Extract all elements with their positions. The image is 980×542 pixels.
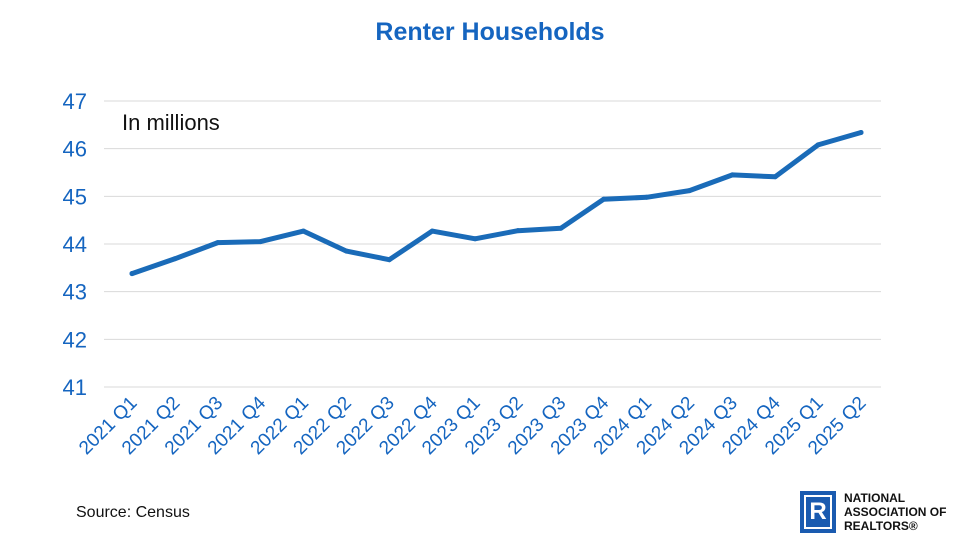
data-point xyxy=(343,248,349,254)
logo-line-1: NATIONAL xyxy=(844,491,906,505)
source-text: Source: Census xyxy=(76,504,190,521)
data-point xyxy=(386,257,392,263)
data-point xyxy=(601,196,607,202)
data-point xyxy=(429,228,435,234)
data-point xyxy=(644,194,650,200)
y-tick-label: 42 xyxy=(63,327,87,352)
nar-logo: R NATIONAL ASSOCIATION OF REALTORS® xyxy=(800,491,946,533)
realtor-r-icon: R xyxy=(800,491,836,533)
data-point xyxy=(472,236,478,242)
data-point xyxy=(772,174,778,180)
data-point xyxy=(129,271,135,277)
data-point xyxy=(172,256,178,262)
data-point xyxy=(301,228,307,234)
series-line xyxy=(129,130,864,277)
units-annotation: In millions xyxy=(122,110,220,135)
data-point xyxy=(858,129,864,135)
y-tick-label: 43 xyxy=(63,280,87,305)
logo-wordmark: NATIONAL ASSOCIATION OF REALTORS® xyxy=(844,491,946,533)
data-point xyxy=(729,172,735,178)
y-tick-label: 44 xyxy=(63,232,87,257)
y-tick-label: 45 xyxy=(63,184,87,209)
data-point xyxy=(815,142,821,148)
data-point xyxy=(258,239,264,245)
series-layer xyxy=(129,129,864,277)
y-tick-label: 41 xyxy=(63,375,87,400)
data-point xyxy=(215,240,221,246)
y-tick-label: 47 xyxy=(63,89,87,114)
data-point xyxy=(558,225,564,231)
logo-mark-letter: R xyxy=(804,495,832,529)
logo-line-2: ASSOCIATION OF xyxy=(844,505,947,519)
data-point xyxy=(515,228,521,234)
y-axis-ticks: 41 42 43 44 45 46 47 xyxy=(63,89,87,400)
logo-line-3: REALTORS® xyxy=(844,519,918,533)
y-tick-label: 46 xyxy=(63,137,87,162)
data-point xyxy=(686,188,692,194)
chart-title: Renter Households xyxy=(375,18,605,46)
